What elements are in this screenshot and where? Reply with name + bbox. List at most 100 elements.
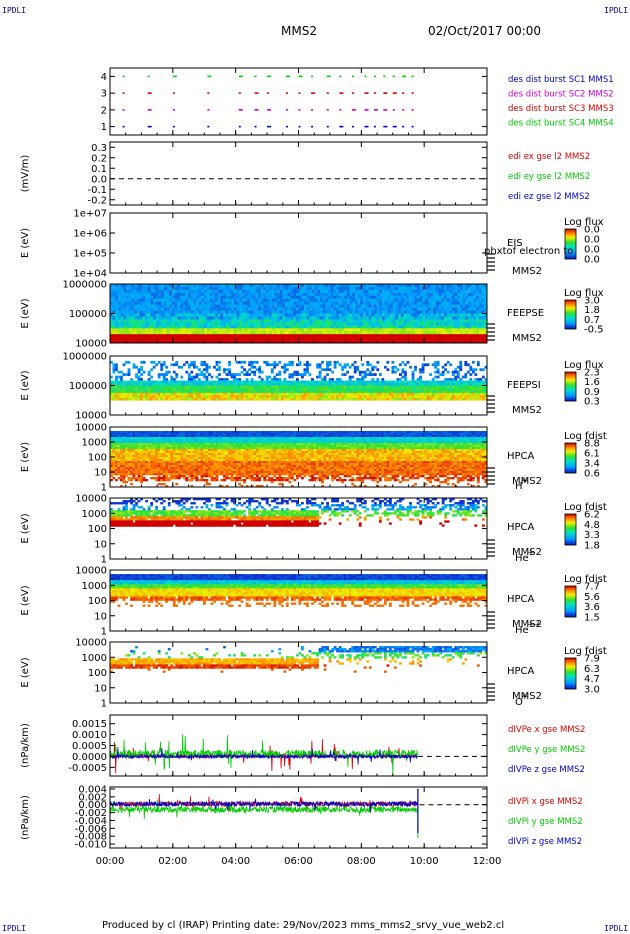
spectrogram-cell: [193, 319, 197, 323]
spectrogram-cell: [271, 325, 275, 329]
spectrogram-cell: [174, 295, 178, 300]
spectrogram-cell: [358, 395, 362, 399]
spectrogram-cell: [373, 310, 377, 314]
spectrogram-cell: [201, 319, 205, 323]
spectrogram-cell: [140, 368, 143, 372]
spectrogram-cell: [416, 390, 420, 394]
spectrogram-cell: [270, 390, 274, 394]
spectrogram-cell: [376, 328, 380, 332]
spectrogram-cell: [425, 316, 429, 320]
spectrogram-cell: [112, 447, 116, 450]
spectrogram-cell: [321, 385, 324, 389]
spectrogram-cell: [209, 313, 213, 317]
spectrogram-cell: [171, 322, 175, 326]
spectrogram-cell: [401, 397, 405, 401]
spectrogram-cell: [279, 325, 283, 329]
spectrogram-cell: [190, 360, 194, 364]
spectrogram-cell: [205, 375, 209, 379]
spectrogram-cell: [341, 368, 345, 372]
spectrogram-cell: [125, 457, 128, 460]
spectrogram-cell: [165, 390, 169, 394]
spectrogram-cell: [320, 340, 324, 344]
spectrogram-cell: [328, 387, 332, 391]
spectrogram-cell: [247, 304, 251, 308]
spectrogram-cell: [295, 316, 299, 320]
spectrogram-cell: [218, 397, 221, 401]
spectrogram-cell: [187, 392, 191, 396]
spectrogram-cell: [368, 385, 372, 389]
spectrogram-cell: [376, 322, 380, 326]
spectrogram-cell: [201, 334, 205, 338]
spectrogram-cell: [174, 340, 178, 344]
spectrogram-cell: [112, 289, 116, 294]
spectrogram-cell: [371, 385, 375, 389]
spectrogram-cell: [336, 316, 340, 320]
spectrogram-cell: [368, 307, 372, 311]
spectrogram-cell: [122, 479, 126, 482]
spectrogram-cell: [250, 378, 254, 381]
spectrogram-cell: [481, 383, 485, 386]
spectrogram-cell: [131, 295, 135, 300]
spectrogram-cell: [365, 310, 369, 314]
spectrogram-cell: [476, 289, 480, 294]
spectrogram-cell: [317, 301, 321, 305]
spectrogram-cell: [363, 289, 367, 294]
spectrogram-cell: [166, 313, 170, 317]
spectrogram-cell: [478, 310, 482, 314]
spectrogram-cell: [336, 360, 340, 364]
spectrogram-cell: [288, 390, 292, 394]
spectrogram-cell: [349, 340, 353, 344]
spectrogram-cell: [223, 322, 227, 326]
spectrogram-cell: [163, 322, 167, 326]
spectrogram-cell: [399, 380, 402, 384]
spectrogram-cell: [115, 375, 118, 379]
spectrogram-cell: [316, 392, 319, 396]
spectrogram-cell: [435, 307, 439, 311]
spectrogram-cell: [270, 363, 274, 367]
spectrogram-cell: [131, 331, 135, 335]
spectrogram-cell: [112, 433, 116, 436]
spectrogram-cell: [233, 392, 236, 396]
spectrogram-cell: [416, 301, 420, 305]
spectrogram-cell: [414, 286, 418, 291]
spectrogram-cell: [426, 385, 430, 389]
spectrogram-cell: [192, 383, 196, 386]
spectrogram-cell: [218, 383, 221, 386]
spectrogram-cell: [238, 360, 241, 364]
spectrogram-cell: [206, 331, 210, 335]
spectrogram-cell: [478, 307, 482, 311]
spectrogram-cell: [215, 322, 219, 326]
spectrogram-cell: [406, 316, 410, 320]
spectrogram-cell: [328, 395, 332, 399]
spectrogram-cell: [461, 383, 465, 386]
spectrogram-cell: [373, 385, 377, 389]
spectrogram-cell: [118, 304, 122, 308]
spectrogram-cell: [196, 289, 200, 294]
spectrogram-cell: [177, 395, 181, 399]
spectrogram-cell: [403, 286, 407, 291]
spectrogram-cell: [333, 385, 337, 389]
spectrogram-cell: [392, 322, 396, 326]
spectrogram-cell: [220, 387, 224, 391]
spectrogram-cell: [306, 301, 310, 305]
spectrogram-cell: [245, 392, 249, 396]
spectrogram-cell: [258, 316, 262, 320]
spectrogram-cell: [288, 392, 292, 396]
spectrogram-cell: [318, 380, 322, 384]
spectrogram-cell: [155, 322, 159, 326]
spectrogram-cell: [384, 289, 388, 294]
spectrogram-cell: [117, 392, 121, 396]
spectrogram-cell: [443, 337, 447, 341]
spectrogram-cell: [391, 368, 395, 372]
spectrogram-cell: [314, 289, 318, 294]
spectrogram-cell: [431, 392, 435, 396]
spectrogram-cell: [470, 337, 474, 341]
spectrogram-cell: [368, 286, 372, 291]
spectrogram-cell: [215, 375, 219, 379]
spectrogram-cell: [316, 380, 319, 384]
spectrogram-cell: [123, 307, 127, 311]
spectrogram-cell: [352, 298, 356, 302]
spectrogram-cell: [331, 392, 334, 396]
spectrogram-cell: [474, 378, 478, 381]
spectrogram-cell: [157, 383, 161, 386]
